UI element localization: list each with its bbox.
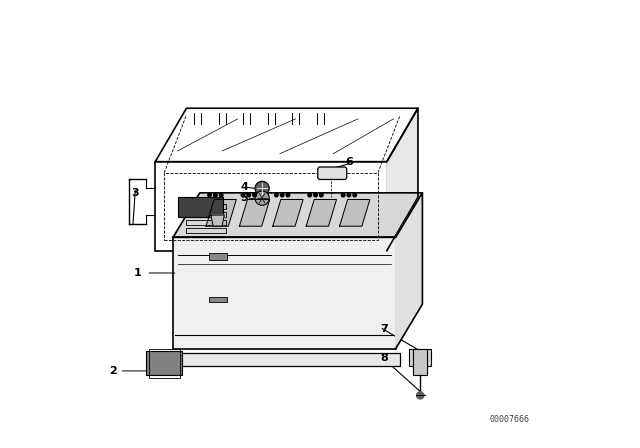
- Bar: [148, 349, 180, 378]
- Polygon shape: [387, 108, 418, 251]
- Text: 9: 9: [194, 203, 202, 213]
- Circle shape: [255, 191, 269, 205]
- Circle shape: [347, 193, 351, 197]
- Text: 2: 2: [109, 366, 117, 376]
- Circle shape: [341, 193, 345, 197]
- Polygon shape: [173, 237, 396, 349]
- Text: 1: 1: [134, 268, 141, 278]
- Circle shape: [208, 193, 211, 197]
- Circle shape: [353, 193, 356, 197]
- Circle shape: [308, 193, 312, 197]
- Bar: [173, 237, 396, 349]
- Polygon shape: [173, 193, 422, 237]
- Circle shape: [247, 193, 250, 197]
- Bar: [209, 253, 227, 260]
- Bar: [179, 197, 223, 217]
- Text: 6: 6: [345, 157, 353, 167]
- Bar: [164, 173, 378, 240]
- Circle shape: [314, 193, 317, 197]
- Circle shape: [280, 193, 284, 197]
- Text: 8: 8: [381, 353, 388, 362]
- Circle shape: [214, 193, 217, 197]
- Circle shape: [241, 193, 244, 197]
- Bar: [186, 211, 226, 217]
- Circle shape: [417, 392, 424, 399]
- Text: 4: 4: [241, 182, 248, 193]
- Polygon shape: [211, 215, 224, 226]
- Bar: [413, 349, 427, 375]
- Bar: [409, 349, 431, 366]
- Circle shape: [319, 193, 323, 197]
- Circle shape: [253, 193, 257, 197]
- Bar: [186, 228, 226, 233]
- Circle shape: [220, 193, 223, 197]
- Polygon shape: [340, 199, 370, 226]
- Bar: [186, 220, 226, 225]
- Polygon shape: [156, 108, 418, 162]
- Text: 7: 7: [381, 323, 388, 334]
- FancyBboxPatch shape: [318, 167, 347, 180]
- Bar: [156, 162, 387, 251]
- Text: 5: 5: [241, 193, 248, 203]
- Polygon shape: [396, 193, 422, 349]
- Polygon shape: [306, 199, 337, 226]
- Text: 00007666: 00007666: [489, 415, 529, 424]
- Polygon shape: [206, 199, 236, 226]
- Polygon shape: [239, 199, 269, 226]
- Circle shape: [286, 193, 290, 197]
- Circle shape: [275, 193, 278, 197]
- Circle shape: [255, 181, 269, 195]
- Bar: [147, 351, 182, 375]
- Bar: [186, 203, 226, 209]
- Text: 3: 3: [131, 188, 139, 198]
- Bar: [168, 353, 400, 366]
- Polygon shape: [273, 199, 303, 226]
- Bar: [209, 297, 227, 302]
